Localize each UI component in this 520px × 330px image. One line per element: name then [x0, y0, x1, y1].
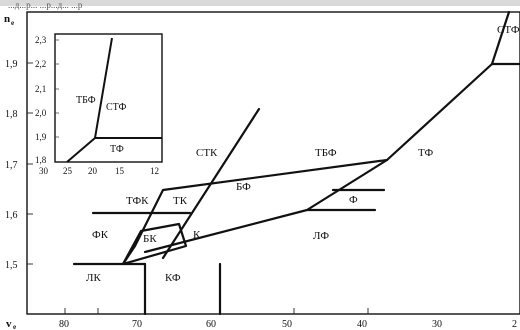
inset-region-label-tf: ТФ — [110, 144, 124, 155]
y-axis-subscript: e — [11, 19, 14, 27]
region-label-kf: КФ — [165, 272, 181, 284]
inset-x-tick-labels: 30 25 20 15 12 — [39, 166, 159, 176]
inset-background — [44, 34, 162, 162]
x-tick-label: 30 — [432, 319, 442, 330]
x-tick-labels: 80 70 60 50 40 30 2 — [59, 308, 517, 330]
y-tick-labels: 1,9 1,8 1,7 1,6 1,5 — [5, 59, 33, 271]
region-label-stf: СТФ — [497, 24, 520, 36]
region-label-lk: ЛК — [86, 272, 101, 284]
cropped-header-text: ...д...р... ...р...д... ...р — [8, 0, 83, 10]
region-label-fk: ФК — [92, 229, 109, 241]
y-tick-label: 1,9 — [5, 59, 18, 70]
inset-y-tick-label: 2,2 — [35, 59, 46, 69]
x-axis-subscript: e — [13, 323, 16, 330]
region-label-bk: БК — [143, 233, 157, 245]
inset-region-label-tbf: ТБФ — [76, 95, 96, 106]
inset-y-tick-labels: 2,3 2,2 2,1 2,0 1,9 1,8 — [35, 35, 59, 165]
region-labels: СТК ТБФ ТФ СТФ ТФК ТК БФ Ф ФК БК К ЛФ ЛК… — [86, 24, 520, 284]
y-tick-label: 1,6 — [5, 210, 18, 221]
main-plot: n e 1,9 1,8 1,7 1,6 1,5 v e 80 70 60 — [4, 10, 520, 330]
cropped-header-band — [0, 0, 520, 6]
inset-y-tick-label: 1,9 — [35, 132, 47, 142]
inset-x-tick-label: 30 — [39, 166, 49, 176]
y-axis-title: n — [4, 13, 10, 25]
inset-frame — [54, 33, 163, 163]
y-tick-label: 1,8 — [5, 109, 18, 120]
region-label-stk: СТК — [196, 147, 218, 159]
inset-y-tick-label: 1,8 — [35, 155, 47, 165]
x-tick-label: 70 — [132, 319, 142, 330]
inset-plot: 2,3 2,2 2,1 2,0 1,9 1,8 30 25 20 15 12 Т… — [35, 33, 163, 176]
boundary-bk — [121, 222, 188, 266]
inset-x-tick-label: 12 — [150, 166, 159, 176]
y-tick-label: 1,7 — [5, 160, 18, 171]
main-plot-frame — [26, 11, 520, 315]
region-label-bf: БФ — [236, 181, 251, 193]
region-label-lf: ЛФ — [313, 230, 329, 242]
region-label-f: Ф — [349, 194, 358, 206]
inset-region-label-stf: СТФ — [106, 102, 127, 113]
inset-x-tick-label: 20 — [88, 166, 98, 176]
region-label-tk: ТК — [173, 195, 188, 207]
region-label-tf: ТФ — [418, 147, 433, 159]
region-label-tbf: ТБФ — [315, 147, 337, 159]
region-boundaries — [72, 10, 520, 316]
x-axis-title: v — [6, 318, 12, 330]
inset-y-tick-label: 2,1 — [35, 84, 46, 94]
x-tick-label: 40 — [357, 319, 367, 330]
x-tick-label: 60 — [206, 319, 216, 330]
region-label-k: К — [193, 229, 201, 241]
inset-y-tick-label: 2,3 — [35, 35, 47, 45]
x-tick-label: 50 — [282, 319, 292, 330]
boundary-stk — [161, 107, 261, 260]
boundary-upper-diagonal — [121, 10, 511, 266]
inset-x-tick-label: 25 — [63, 166, 73, 176]
region-label-tfk: ТФК — [126, 195, 149, 207]
inset-y-tick-label: 2,0 — [35, 108, 47, 118]
x-tick-label: 2 — [512, 319, 517, 330]
x-tick-label: 80 — [59, 319, 69, 330]
y-tick-label: 1,5 — [5, 260, 18, 271]
inset-x-tick-label: 15 — [115, 166, 125, 176]
